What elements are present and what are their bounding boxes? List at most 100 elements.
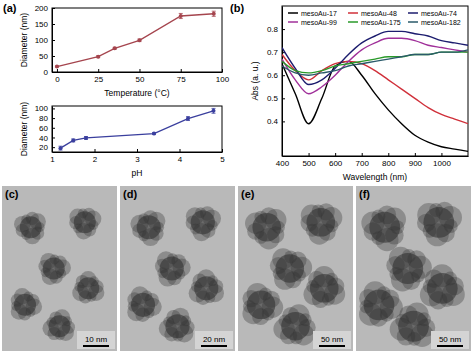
y-tick: 0.6 [267, 71, 285, 80]
legend-label: mesoAu-48 [361, 10, 397, 17]
x-tick: 75 [177, 69, 186, 84]
y-tick-label: 200 [35, 4, 49, 13]
x-tick: 5 [220, 149, 225, 164]
y-tick: 0.8 [267, 25, 285, 34]
error-bar-segment [212, 108, 216, 109]
x-tick: 25 [94, 69, 103, 84]
particle-core [20, 216, 42, 238]
image-panel: (c)10 nm [2, 186, 117, 351]
data-point [96, 55, 100, 59]
particle-core [49, 315, 71, 337]
image-background [356, 186, 471, 351]
x-tick-label: 800 [382, 159, 396, 168]
y-tick-label: 60 [39, 124, 48, 133]
x-tick-mark [222, 69, 223, 72]
y-tick-mark [282, 75, 285, 76]
x-axis-line [53, 152, 223, 153]
scale-bar-label: 20 nm [203, 335, 226, 344]
plot-frame [52, 8, 222, 72]
series-line [282, 52, 468, 73]
particle-core [77, 277, 99, 299]
legend-label: mesoAu-182 [421, 19, 461, 26]
error-bar [186, 117, 190, 121]
x-tick: 600 [329, 153, 343, 168]
y-tick-mark [52, 128, 55, 129]
y-tick-mark [282, 121, 285, 122]
particle-core [252, 213, 281, 242]
y-tick-label: 0.7 [267, 48, 279, 57]
x-tick-label: 900 [409, 159, 423, 168]
particle-core [191, 210, 215, 234]
error-bar [71, 139, 75, 142]
y-tick-label: 0.5 [267, 94, 279, 103]
x-tick-label: 2 [93, 155, 98, 164]
x-tick-label: 4 [178, 155, 183, 164]
particle-core [392, 253, 423, 284]
x-tick-mark [57, 69, 58, 72]
particle-core [275, 254, 304, 283]
x-tick-label: 600 [329, 159, 343, 168]
y-axis: 050100150200 [35, 4, 55, 77]
y-tick-label: 80 [39, 114, 48, 123]
x-tick-mark [180, 149, 181, 152]
y-tick-mark [52, 40, 55, 41]
x-tick-mark [95, 149, 96, 152]
y-axis-line [282, 7, 283, 157]
error-bar [137, 39, 141, 42]
x-tick-mark [362, 153, 363, 156]
panel-label: (c) [5, 188, 19, 200]
x-tick-label: 5 [220, 155, 225, 164]
panel-label: (f) [359, 188, 370, 200]
x-tick-mark [222, 149, 223, 152]
x-axis: 12345 [50, 149, 225, 164]
data-point [84, 136, 88, 140]
data-point [212, 12, 216, 16]
plot-area [59, 108, 216, 150]
image-content [238, 186, 353, 351]
x-tick: 2 [93, 149, 98, 164]
x-tick: 0 [55, 69, 60, 84]
particle-core [281, 312, 310, 341]
x-tick-mark [415, 153, 416, 156]
y-tick-label: 150 [35, 20, 49, 29]
scale-bar-background [431, 331, 469, 349]
y-tick-mark [52, 137, 55, 138]
y-tick-label: 0.6 [267, 71, 279, 80]
x-tick-mark [441, 153, 442, 156]
series-line [282, 50, 468, 75]
legend-swatch [408, 12, 418, 14]
error-bar [59, 146, 63, 150]
y-axis-line [52, 107, 53, 153]
y-tick: 0 [44, 68, 55, 77]
error-bar [84, 137, 88, 140]
error-bar [179, 13, 183, 18]
scale-bar-background [313, 331, 351, 349]
error-bar [212, 108, 216, 113]
plot-frame [52, 106, 222, 152]
x-axis-title: Temperature (°C) [104, 88, 169, 98]
scale-bar-label: 50 nm [321, 335, 344, 344]
particle-core [364, 289, 395, 320]
chart-panel: 0255075100050100150200Temperature (°C)Di… [3, 2, 230, 98]
y-tick-label: 100 [35, 36, 49, 45]
x-axis: 0255075100 [53, 69, 230, 84]
x-tick-mark [137, 149, 138, 152]
y-tick: 100 [35, 104, 55, 113]
y-tick: 0.4 [267, 117, 285, 126]
y-tick: 100 [35, 36, 55, 45]
data-point [137, 38, 141, 42]
legend-label: mesoAu-74 [421, 10, 457, 17]
panel-label: (a) [3, 2, 17, 14]
plot-area [282, 31, 468, 151]
y-tick: 0.5 [267, 94, 285, 103]
y-tick: 40 [39, 134, 55, 143]
scale-bar [437, 345, 463, 347]
x-tick: 1000 [433, 153, 451, 168]
series-line [61, 111, 214, 148]
particle-core [398, 311, 429, 342]
x-tick: 4 [178, 149, 183, 164]
x-tick: 900 [409, 153, 423, 168]
y-tick: 20 [39, 143, 55, 152]
x-tick-label: 25 [94, 75, 103, 84]
error-bar-segment [179, 13, 183, 14]
